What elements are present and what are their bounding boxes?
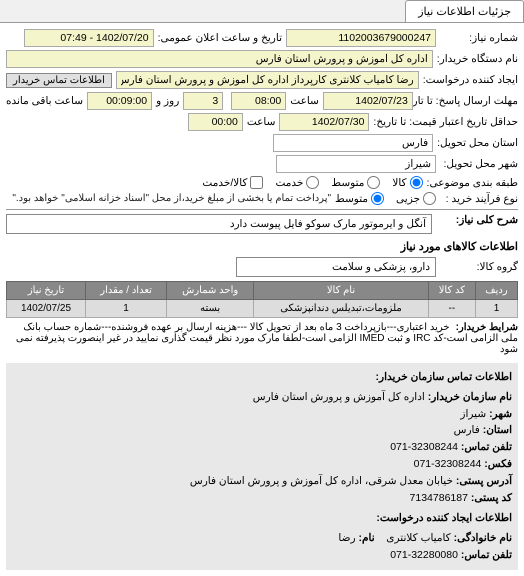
buyer-terms: شرایط خریدار: خرید اعتباری---بازپرداخت 3…	[6, 322, 518, 355]
resp-date-field	[323, 92, 413, 110]
table-col-header: کد کالا	[428, 282, 475, 300]
tab-bar: جزئیات اطلاعات نیاز	[0, 0, 524, 23]
c-fam-label: نام خانوادگی:	[454, 532, 512, 544]
valid-date-field	[279, 113, 369, 131]
province-field	[273, 134, 433, 152]
desc-box: آنگل و ایرموتور مارک سوکو فایل پیوست دار…	[6, 214, 432, 234]
pkg-label: طبقه بندی موضوعی:	[427, 177, 518, 189]
table-cell: 1	[475, 300, 517, 318]
c-prov: فارس	[454, 424, 480, 436]
paycash-check[interactable]: کالا/خدمت	[202, 176, 263, 189]
resp-time-field	[231, 92, 286, 110]
remain-field	[87, 92, 152, 110]
c-prov-label: استان:	[483, 424, 512, 436]
resp-until-label: مهلت ارسال پاسخ: تا تاریخ:	[417, 95, 518, 107]
group-box: دارو، پزشکی و سلامت	[236, 257, 436, 277]
c-name: رضا	[338, 532, 355, 544]
table-col-header: ردیف	[475, 282, 517, 300]
contact-header: اطلاعات تماس سازمان خریدار:	[12, 369, 512, 386]
req-no-label: شماره نیاز:	[440, 32, 518, 44]
table-cell: بسته	[167, 300, 254, 318]
days-label: روز و	[156, 95, 179, 107]
resp-time-label: ساعت	[290, 95, 319, 107]
proc-radio-group: جزیی متوسط	[335, 192, 436, 205]
table-cell: ملزومات،تبدیلس دندانپزشکی	[254, 300, 429, 318]
c-city-label: شهر:	[489, 408, 512, 420]
pub-date-field	[24, 29, 154, 47]
table-cell: 1402/07/25	[7, 300, 86, 318]
c-name-label: نام:	[359, 532, 375, 544]
c-org: اداره کل آموزش و پرورش استان فارس	[253, 391, 425, 403]
c-fam: کامیاب کلانتری	[386, 532, 450, 544]
table-cell: --	[428, 300, 475, 318]
pkg-radio-group: کالا متوسط خدمت کالا/خدمت	[202, 176, 422, 189]
c-addr-label: آدرس پستی:	[456, 475, 512, 487]
c-addr: خیابان معدل شرقی، اداره کل آموزش و پرورش…	[190, 475, 453, 487]
desc-label: شرح کلی نیاز:	[440, 214, 518, 226]
creator-contact-header: اطلاعات ایجاد کننده درخواست:	[12, 510, 512, 527]
main-panel: شماره نیاز: تاریخ و ساعت اعلان عمومی: نا…	[0, 23, 524, 576]
c-org-label: نام سازمان خریدار:	[428, 391, 512, 403]
valid-time-field	[188, 113, 243, 131]
city-label: شهر محل تحویل:	[440, 158, 518, 170]
creator-field	[116, 71, 419, 89]
table-col-header: تعداد / مقدار	[86, 282, 167, 300]
c-zip-label: کد پستی:	[471, 492, 512, 504]
province-label: استان محل تحویل:	[437, 137, 518, 149]
c-city: شیراز	[460, 408, 486, 420]
remain-label: ساعت باقی مانده	[6, 95, 83, 107]
table-col-header: واحد شمارش	[167, 282, 254, 300]
c-fax: 32308244-071	[414, 458, 482, 470]
table-header-row: ردیفکد کالانام کالاواحد شمارشتعداد / مقد…	[7, 282, 518, 300]
buyer-org-label: نام دستگاه خریدار:	[437, 53, 518, 65]
proc-label: نوع فرآیند خرید :	[440, 193, 518, 205]
creator-label: ایجاد کننده درخواست:	[423, 74, 518, 86]
items-table: ردیفکد کالانام کالاواحد شمارشتعداد / مقد…	[6, 281, 518, 318]
pkg-radio-kala[interactable]: کالا	[392, 176, 422, 189]
contact-buyer-button[interactable]: اطلاعات تماس خریدار	[6, 73, 112, 88]
tab-details[interactable]: جزئیات اطلاعات نیاز	[405, 0, 524, 22]
c-tel: 32308244-071	[390, 441, 458, 453]
c-ctel-label: تلفن تماس:	[461, 549, 512, 561]
c-fax-label: فکس:	[484, 458, 512, 470]
buyer-terms-text: خرید اعتباری---بازپرداخت 3 ماه بعد از تح…	[16, 322, 518, 355]
contact-section: اطلاعات تماس سازمان خریدار: نام سازمان خ…	[6, 363, 518, 570]
city-field	[276, 155, 436, 173]
proc-note: "پرداخت تمام یا بخشی از مبلغ خرید،از محل…	[12, 193, 331, 204]
c-ctel: 32280080-071	[390, 549, 458, 561]
valid-time-label: ساعت	[247, 116, 276, 128]
pkg-radio-mid[interactable]: متوسط	[331, 176, 380, 189]
c-zip: 7134786187	[410, 492, 468, 504]
table-col-header: تاریخ نیاز	[7, 282, 86, 300]
group-label: گروه کالا:	[440, 261, 518, 273]
table-cell: 1	[86, 300, 167, 318]
buyer-org-field	[6, 50, 433, 68]
pub-date-label: تاریخ و ساعت اعلان عمومی:	[158, 32, 282, 44]
req-no-field	[286, 29, 436, 47]
valid-until-label: حداقل تاریخ اعتبار قیمت: تا تاریخ:	[373, 116, 518, 128]
table-row[interactable]: 1--ملزومات،تبدیلس دندانپزشکیبسته11402/07…	[7, 300, 518, 318]
days-field	[183, 92, 223, 110]
proc-radio-b[interactable]: متوسط	[335, 192, 384, 205]
proc-radio-a[interactable]: جزیی	[396, 192, 436, 205]
buyer-terms-label: شرایط خریدار:	[456, 322, 518, 333]
pkg-radio-srv[interactable]: خدمت	[275, 176, 319, 189]
items-header: اطلاعات کالاهای مورد نیاز	[6, 240, 518, 253]
table-col-header: نام کالا	[254, 282, 429, 300]
c-tel-label: تلفن تماس:	[461, 441, 512, 453]
